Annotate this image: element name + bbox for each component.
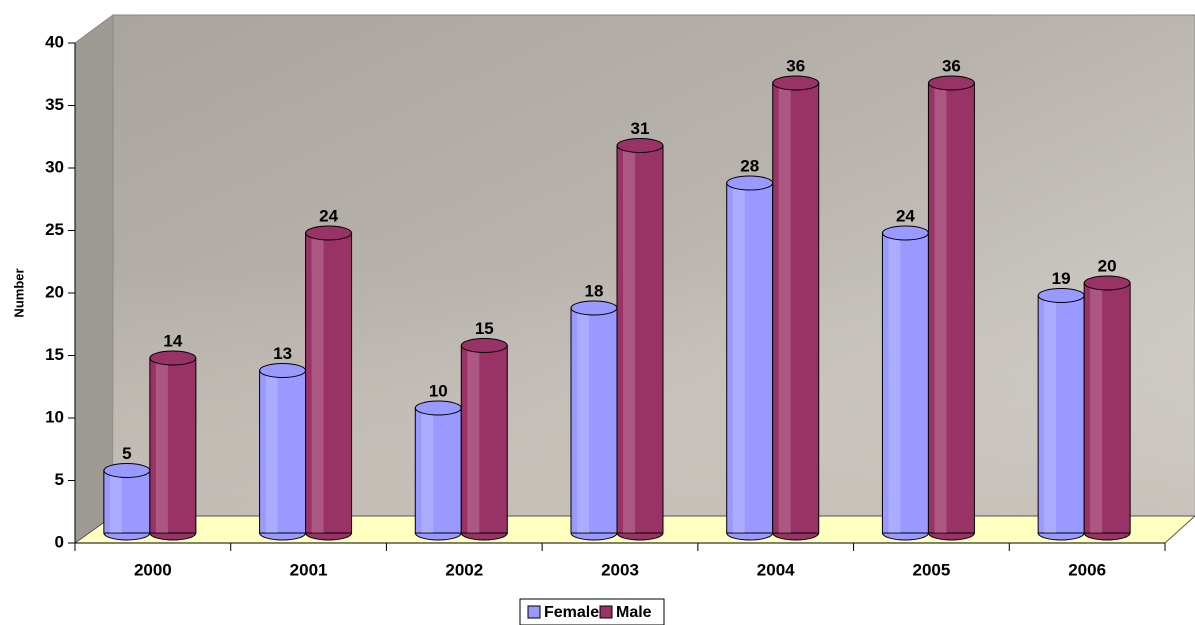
- cylinder-shine: [934, 83, 946, 533]
- y-tick-label: 5: [55, 470, 64, 489]
- value-label: 14: [163, 331, 182, 350]
- value-label: 13: [273, 344, 292, 363]
- value-label: 5: [122, 444, 131, 463]
- value-label: 24: [896, 206, 915, 225]
- x-tick-label: 2002: [445, 560, 483, 579]
- cylinder-top: [571, 301, 617, 315]
- cylinder-shine: [1044, 296, 1056, 534]
- cylinder-top: [1084, 276, 1130, 290]
- cylinder-shine: [623, 146, 635, 534]
- y-tick-label: 15: [45, 345, 64, 364]
- legend-label: Male: [616, 604, 652, 621]
- x-tick-label: 2003: [601, 560, 639, 579]
- value-label: 10: [429, 381, 448, 400]
- cylinder-shine: [779, 83, 791, 533]
- cylinder-shine: [312, 233, 324, 533]
- x-tick-label: 2005: [913, 560, 951, 579]
- cylinder-top: [415, 401, 461, 415]
- cylinder-top: [104, 464, 150, 478]
- y-tick-label: 25: [45, 220, 64, 239]
- cylinder-top: [882, 226, 928, 240]
- cylinder-top: [727, 176, 773, 190]
- value-label: 36: [786, 56, 805, 75]
- cylinder-top: [150, 351, 196, 365]
- cylinder-top: [928, 76, 974, 90]
- cylinder-top: [773, 76, 819, 90]
- x-tick-label: 2000: [134, 560, 172, 579]
- legend-label: Female: [544, 604, 599, 621]
- value-label: 31: [631, 119, 650, 138]
- x-tick-label: 2004: [757, 560, 795, 579]
- cylinder-shine: [266, 371, 278, 534]
- value-label: 36: [942, 56, 961, 75]
- cylinder-shine: [156, 358, 168, 533]
- y-tick-label: 20: [45, 282, 64, 301]
- cylinder-shine: [110, 471, 122, 534]
- y-tick-label: 0: [55, 532, 64, 551]
- cylinder-top: [617, 139, 663, 153]
- chart: Number 0 5 10 15 20 25 30 35 40 2000 5 14 2001 13 24 20…: [0, 0, 1195, 625]
- y-tick-label: 10: [45, 407, 64, 426]
- x-tick-label: 2006: [1068, 560, 1106, 579]
- cylinder-shine: [888, 233, 900, 533]
- x-tick-label: 2001: [290, 560, 328, 579]
- value-label: 19: [1052, 269, 1071, 288]
- cylinder-shine: [467, 346, 479, 534]
- value-label: 20: [1098, 256, 1117, 275]
- y-tick-label: 40: [45, 32, 64, 51]
- value-label: 18: [585, 281, 604, 300]
- legend-swatch: [600, 606, 612, 618]
- cylinder-top: [260, 364, 306, 378]
- cylinder-shine: [421, 408, 433, 533]
- cylinder-top: [1038, 289, 1084, 303]
- value-label: 24: [319, 206, 338, 225]
- y-tick-label: 30: [45, 157, 64, 176]
- cylinder-shine: [577, 308, 589, 533]
- side-wall: [75, 15, 113, 543]
- y-axis-label: Number: [11, 268, 26, 317]
- value-label: 15: [475, 319, 494, 338]
- cylinder-shine: [1090, 283, 1102, 533]
- value-label: 28: [740, 156, 759, 175]
- cylinder-shine: [733, 183, 745, 533]
- cylinder-top: [461, 339, 507, 353]
- cylinder-top: [306, 226, 352, 240]
- legend-swatch: [528, 606, 540, 618]
- y-tick-label: 35: [45, 95, 64, 114]
